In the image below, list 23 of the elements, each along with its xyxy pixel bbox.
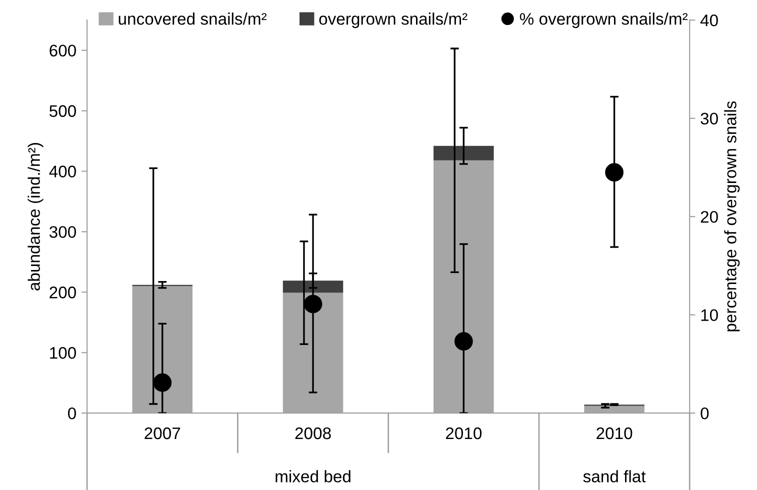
legend-label: % overgrown snails/m² (520, 12, 688, 28)
y-tick-label: 200 (50, 286, 76, 298)
y-tick-label: 0 (68, 407, 76, 420)
y-tick-label: 100 (50, 347, 76, 359)
x-tick-label: 2008 (295, 427, 331, 440)
y-tick-label: 600 (50, 44, 76, 57)
x-tick-label: 2010 (446, 427, 482, 440)
legend-label: uncovered snails/m² (118, 12, 267, 25)
y2-tick-label: 10 (701, 309, 718, 322)
y2-tick-label: 40 (700, 14, 718, 26)
y2-tick-label: 0 (700, 407, 709, 420)
text: mixed bed (276, 470, 350, 482)
y-tick-label: 300 (49, 226, 76, 238)
y-tick-label: 400 (49, 166, 76, 178)
y-tick-label: 500 (50, 105, 76, 117)
y-axis-title: abundance (ind./m²) (28, 143, 44, 290)
x-tick-label: 2010 (596, 427, 632, 440)
y2-tick-label: 20 (700, 210, 718, 223)
text: sand flat (583, 470, 646, 482)
y2-axis-title: percentage of overgrown snails (724, 101, 740, 332)
legend-label: overgrown snails/m² (319, 12, 468, 28)
y2-tick-label: 30 (700, 112, 718, 125)
x-tick-label: 2007 (144, 427, 180, 440)
